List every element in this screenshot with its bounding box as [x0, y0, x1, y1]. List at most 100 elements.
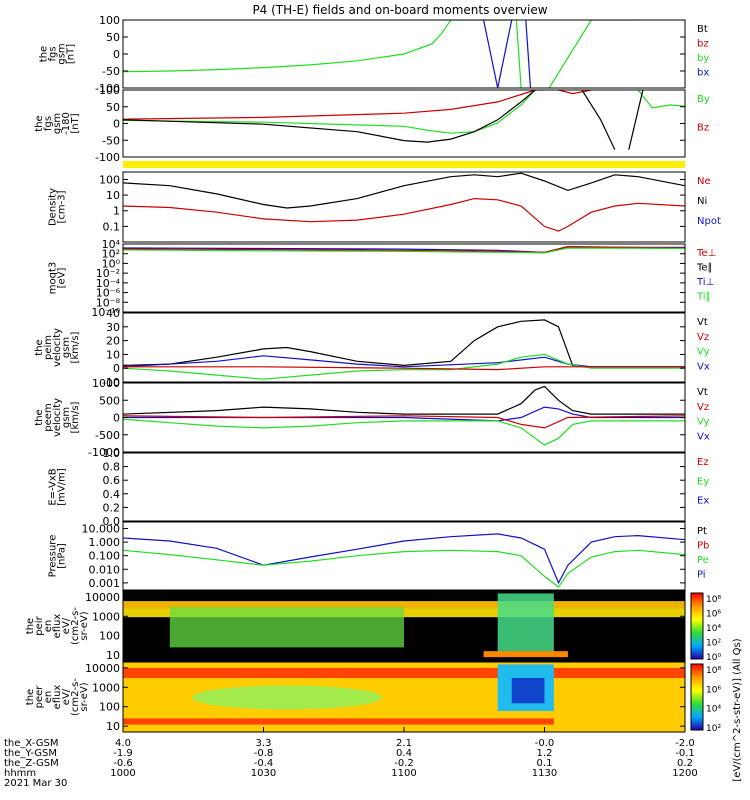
ylabel-line: peer [34, 685, 45, 709]
ylabel-line: [nT] [70, 113, 81, 133]
ytick-label: 10⁰ [102, 257, 121, 270]
heat-top [123, 667, 685, 679]
ytick-label: -100 [95, 151, 120, 164]
ylabel-line: the [34, 409, 45, 425]
xtick-label: 2.1 [396, 738, 412, 749]
colorbar [690, 592, 704, 660]
ytick-label: -1000 [88, 446, 120, 459]
heat-cloud [169, 607, 404, 648]
series-peim_velocity-vt-0 [123, 319, 685, 368]
legend-bx: bx [697, 68, 709, 79]
heat-cloud [191, 685, 382, 710]
ylabel-line: peem [43, 403, 54, 431]
xtick-label: 1100 [391, 768, 416, 779]
series-fgs-bx-3 [483, 20, 513, 88]
ylabel-line: (cm2-s- [70, 607, 81, 645]
series-fgs_180-bz-0 [123, 90, 545, 120]
series-density-ni-0 [123, 172, 685, 209]
legend-Bt: Bt [697, 24, 708, 35]
ytick-label: 30 [106, 321, 120, 334]
xtick-label: 0.4 [396, 748, 412, 759]
ytick-label: 0.2 [103, 501, 121, 514]
ylabel-line: gsm [57, 43, 68, 64]
xtick-label: 1000 [110, 768, 135, 779]
series-group-density [123, 172, 685, 232]
legend-Ez: Ez [697, 457, 709, 468]
ytick-label: 1.0 [103, 447, 121, 460]
legend-Ni: Ni [697, 196, 707, 207]
ytick-label: -500 [95, 429, 120, 442]
ytick-label: 0.001 [89, 577, 121, 590]
ylabel-line: [km/s] [70, 331, 81, 363]
ylabel-line: peir [34, 615, 45, 635]
ytick-label: 0.100 [89, 550, 121, 563]
heat-burst [497, 593, 554, 654]
ytick-label: 0 [113, 362, 120, 375]
series-fgs_180-bt-5 [581, 90, 616, 150]
series-fgs_180-by-3 [637, 90, 685, 109]
series-group-pressure [123, 533, 685, 588]
colorbar-tick: 10² [706, 724, 721, 734]
legend-Vy: Vy [697, 347, 710, 358]
ylabel-line: eV/ [61, 617, 72, 634]
ylabel-line: (cm2-s- [70, 678, 81, 716]
heat-band-hi [123, 601, 685, 609]
legend-Ey: Ey [697, 476, 709, 487]
ylabel-line: the [25, 689, 36, 705]
ylabel-line: [mV/m] [57, 468, 68, 506]
ylabel-line: [nPa] [57, 543, 68, 569]
panel-frame [122, 590, 686, 662]
xtick-label: -0.8 [254, 748, 274, 759]
ytick-label: 100 [99, 84, 120, 97]
ytick-label: 50 [106, 101, 120, 114]
series-fgs-by-0 [123, 20, 512, 73]
legend-Bz: Bz [697, 123, 709, 134]
legend-Vz: Vz [697, 332, 709, 343]
ytick-label: 10000 [85, 591, 120, 604]
series-peem_velocity-vz-3 [123, 415, 685, 429]
ytick-label: 0.4 [103, 488, 121, 501]
panel-peer: 10000 1000 100 10 thepeerenefluxeV/(cm2-s-sr… [25, 661, 721, 734]
series-fgs_180-by-2 [123, 90, 536, 134]
ytick-label: 100 [99, 14, 120, 27]
series-peem_velocity-vy-2 [123, 418, 685, 446]
heatmap-peir [123, 591, 685, 661]
ytick-label: 1000 [92, 377, 120, 390]
ylabel-line: [eV] [57, 268, 68, 289]
legend-Vx: Vx [697, 431, 710, 442]
xtick-label: 0.1 [537, 758, 553, 769]
ytick-label: 10⁻⁴ [96, 277, 121, 290]
xtick-label: 1130 [532, 768, 557, 779]
colorbar-tick: 10⁸ [706, 595, 721, 605]
series-fgs_180-bt-4 [123, 90, 536, 143]
ytick-label: 10⁻¹⁰ [91, 306, 120, 319]
xtick-label: 3.3 [256, 738, 272, 749]
series-fgs_180-bt-6 [628, 90, 644, 150]
legend-Npot: Npot [697, 216, 721, 227]
legend-Te∥: Te∥ [696, 263, 713, 274]
series-group-peim_velocity [123, 319, 685, 380]
legend-by: by [697, 53, 709, 64]
ylabel-line: gsm [61, 407, 72, 428]
colorbar-label: [eV/(cm^2-s-str-eV)] (All Qs) [732, 638, 743, 781]
series-peim_velocity-vz-3 [123, 366, 685, 371]
xtick-label: -0.4 [254, 758, 274, 769]
heat-low-band [123, 718, 554, 725]
panel-frame [122, 452, 686, 522]
legend-Ex: Ex [697, 496, 709, 507]
series-temperature-ti∥-2 [123, 247, 685, 254]
ytick-label: 10² [102, 248, 120, 261]
series-group-peem_velocity [123, 385, 685, 446]
panel-peir: 10000 1000 100 10 thepeirenefluxeV/(cm2-s-sr… [25, 590, 721, 663]
ytick-label: -50 [102, 134, 120, 147]
xtick-label: -1.9 [113, 748, 133, 759]
series-temperature-te⊥-1 [123, 245, 685, 253]
panels: 100500-50-100thefgsgsm[nT]Btbzbybx100500… [4, 14, 743, 789]
colorbar-tick: 10⁶ [706, 610, 721, 620]
ylabel-line: [cm-3] [57, 190, 68, 223]
series-peem_velocity-vt-0 [123, 385, 685, 415]
